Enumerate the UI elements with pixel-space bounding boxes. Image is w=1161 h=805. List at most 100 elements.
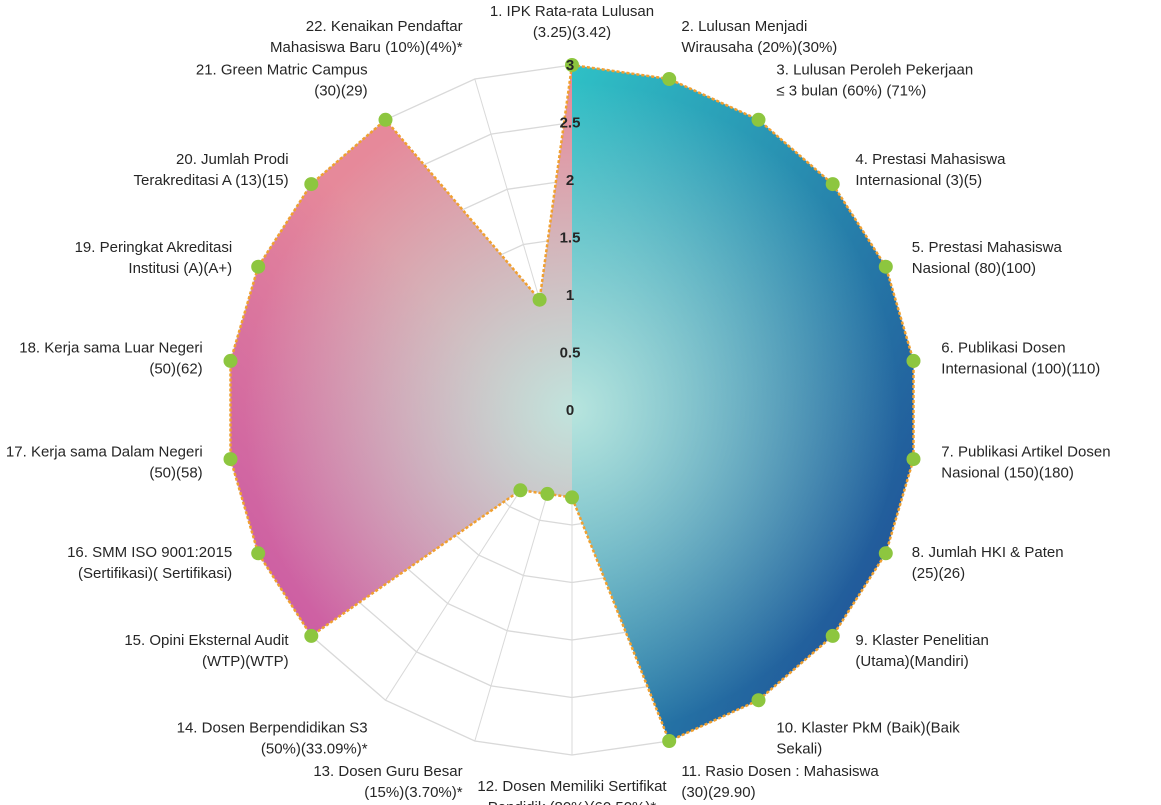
data-point-16: [251, 546, 266, 561]
data-point-10: [751, 693, 766, 708]
category-label-line: 17. Kerja sama Dalam Negeri: [6, 444, 203, 461]
category-label-line: (50%)(33.09%)*: [261, 741, 368, 758]
data-point-18: [223, 353, 238, 368]
category-label-line: 21. Green Matric Campus: [196, 61, 368, 78]
data-point-14: [513, 483, 528, 498]
category-label-line: (30)(29): [314, 82, 367, 99]
category-label-line: 1. IPK Rata-rata Lulusan: [490, 3, 654, 20]
category-label-line: 8. Jumlah HKI & Paten: [912, 544, 1064, 561]
category-label-line: (50)(62): [149, 360, 202, 377]
category-label-6: 6. Publikasi Dosen Internasional (100)(11…: [941, 339, 1100, 377]
tick-label: 0.5: [560, 345, 581, 362]
category-label-8: 8. Jumlah HKI & Paten (25)(26): [912, 544, 1064, 582]
category-label-line: Internasional (3)(5): [855, 172, 982, 189]
category-label-line: ≤ 3 bulan (60%) (71%): [776, 82, 926, 99]
category-label-line: 18. Kerja sama Luar Negeri: [19, 339, 202, 356]
data-point-15: [304, 628, 319, 643]
category-label-line: 6. Publikasi Dosen: [941, 339, 1065, 356]
category-label-21: 21. Green Matric Campus (30)(29): [196, 61, 368, 99]
category-label-12: 12. Dosen Memiliki Sertifikat Pendidik (8…: [477, 778, 667, 805]
category-label-line: (3.25)(3.42): [533, 24, 611, 41]
category-label-16: 16. SMM ISO 9001:2015 (Sertifikasi)( Sert…: [67, 544, 232, 582]
category-label-1: 1. IPK Rata-rata Lulusan (3.25)(3.42): [490, 3, 654, 41]
category-label-line: 5. Prestasi Mahasiswa: [912, 239, 1063, 256]
category-labels: 1. IPK Rata-rata Lulusan (3.25)(3.42) 2. L…: [6, 3, 1111, 805]
category-label-line: 9. Klaster Penelitian: [855, 632, 988, 649]
category-label-13: 13. Dosen Guru Besar (15%)(3.70%)*: [313, 763, 462, 801]
category-label-2: 2. Lulusan Menjadi Wirausaha (20%)(30%): [681, 18, 837, 56]
category-label-4: 4. Prestasi Mahasiswa Internasional (3)(5…: [855, 151, 1006, 189]
category-label-line: 15. Opini Eksternal Audit: [124, 632, 289, 649]
category-label-line: 13. Dosen Guru Besar: [313, 763, 462, 780]
category-label-line: Nasional (150)(180): [941, 465, 1074, 482]
category-label-17: 17. Kerja sama Dalam Negeri (50)(58): [6, 444, 203, 482]
category-label-10: 10. Klaster PkM (Baik)(Baik Sekali): [776, 720, 960, 758]
category-label-line: Mahasiswa Baru (10%)(4%)*: [270, 39, 463, 56]
series-line: [229, 63, 915, 743]
category-label-line: 4. Prestasi Mahasiswa: [855, 151, 1006, 168]
series-markers: [223, 58, 921, 748]
tick-label: 1.5: [560, 230, 581, 247]
category-label-line: 19. Peringkat Akreditasi: [75, 239, 233, 256]
category-label-line: Institusi (A)(A+): [128, 260, 232, 277]
tick-label: 2.5: [560, 115, 581, 132]
category-label-line: (Sertifikasi)( Sertifikasi): [78, 565, 232, 582]
data-point-9: [825, 628, 840, 643]
tick-label: 0: [566, 402, 574, 419]
category-label-line: Terakreditasi A (13)(15): [134, 172, 289, 189]
data-point-21: [378, 112, 393, 127]
category-label-line: Sekali): [776, 741, 822, 758]
category-label-5: 5. Prestasi Mahasiswa Nasional (80)(100): [912, 239, 1063, 277]
category-label-line: (WTP)(WTP): [202, 653, 289, 670]
category-label-line: 22. Kenaikan Pendaftar: [306, 18, 463, 35]
data-point-8: [878, 546, 893, 561]
category-label-22: 22. Kenaikan Pendaftar Mahasiswa Baru (10…: [270, 18, 463, 56]
category-label-line: Pendidik (80%)(60.50%)*: [488, 799, 657, 805]
data-point-2: [662, 72, 677, 86]
category-label-7: 7. Publikasi Artikel Dosen Nasional (150)…: [941, 444, 1110, 482]
category-label-line: 2. Lulusan Menjadi: [681, 18, 807, 35]
data-point-19: [251, 259, 266, 274]
category-label-9: 9. Klaster Penelitian (Utama)(Mandiri): [855, 632, 988, 670]
data-point-6: [906, 353, 921, 368]
category-label-line: Wirausaha (20%)(30%): [681, 39, 837, 56]
tick-label: 3: [566, 57, 574, 74]
data-point-11: [662, 734, 677, 748]
data-point-3: [751, 112, 766, 127]
category-label-line: (Utama)(Mandiri): [855, 653, 968, 670]
category-label-19: 19. Peringkat Akreditasi Institusi (A)(A+…: [75, 239, 233, 277]
category-label-line: 12. Dosen Memiliki Sertifikat: [477, 778, 667, 795]
category-label-line: 20. Jumlah Prodi: [176, 151, 289, 168]
data-point-12: [565, 490, 579, 505]
category-label-line: (50)(58): [149, 465, 202, 482]
category-label-line: 16. SMM ISO 9001:2015: [67, 544, 232, 561]
category-label-line: 11. Rasio Dosen : Mahasiswa: [681, 763, 879, 780]
data-point-20: [304, 177, 319, 192]
category-label-line: (25)(26): [912, 565, 965, 582]
tick-label: 1: [566, 287, 574, 304]
radial-tick-labels: 0 0.5 1 1.5 2 2.5 3: [560, 57, 581, 419]
tick-label: 2: [566, 172, 574, 189]
category-label-3: 3. Lulusan Peroleh Pekerjaan ≤ 3 bulan (6…: [776, 61, 973, 99]
category-label-line: (15%)(3.70%)*: [364, 784, 463, 801]
category-label-20: 20. Jumlah Prodi Terakreditasi A (13)(15): [134, 151, 289, 189]
category-label-15: 15. Opini Eksternal Audit (WTP)(WTP): [124, 632, 289, 670]
data-point-22: [532, 292, 547, 307]
category-label-line: 10. Klaster PkM (Baik)(Baik: [776, 720, 960, 737]
category-label-line: 3. Lulusan Peroleh Pekerjaan: [776, 61, 973, 78]
category-label-line: (30)(29.90): [681, 784, 755, 801]
data-point-4: [825, 177, 840, 192]
category-label-11: 11. Rasio Dosen : Mahasiswa (30)(29.90): [681, 763, 879, 801]
data-point-13: [540, 486, 555, 501]
category-label-18: 18. Kerja sama Luar Negeri (50)(62): [19, 339, 202, 377]
data-point-1: [565, 58, 579, 72]
category-label-14: 14. Dosen Berpendidikan S3 (50%)(33.09%)*: [177, 720, 368, 758]
category-label-line: 7. Publikasi Artikel Dosen: [941, 444, 1110, 461]
data-point-7: [906, 452, 921, 467]
category-label-line: Nasional (80)(100): [912, 260, 1036, 277]
category-label-line: 14. Dosen Berpendidikan S3: [177, 720, 368, 737]
category-label-line: Internasional (100)(110): [941, 360, 1100, 377]
data-point-5: [878, 259, 893, 274]
data-point-17: [223, 452, 238, 467]
